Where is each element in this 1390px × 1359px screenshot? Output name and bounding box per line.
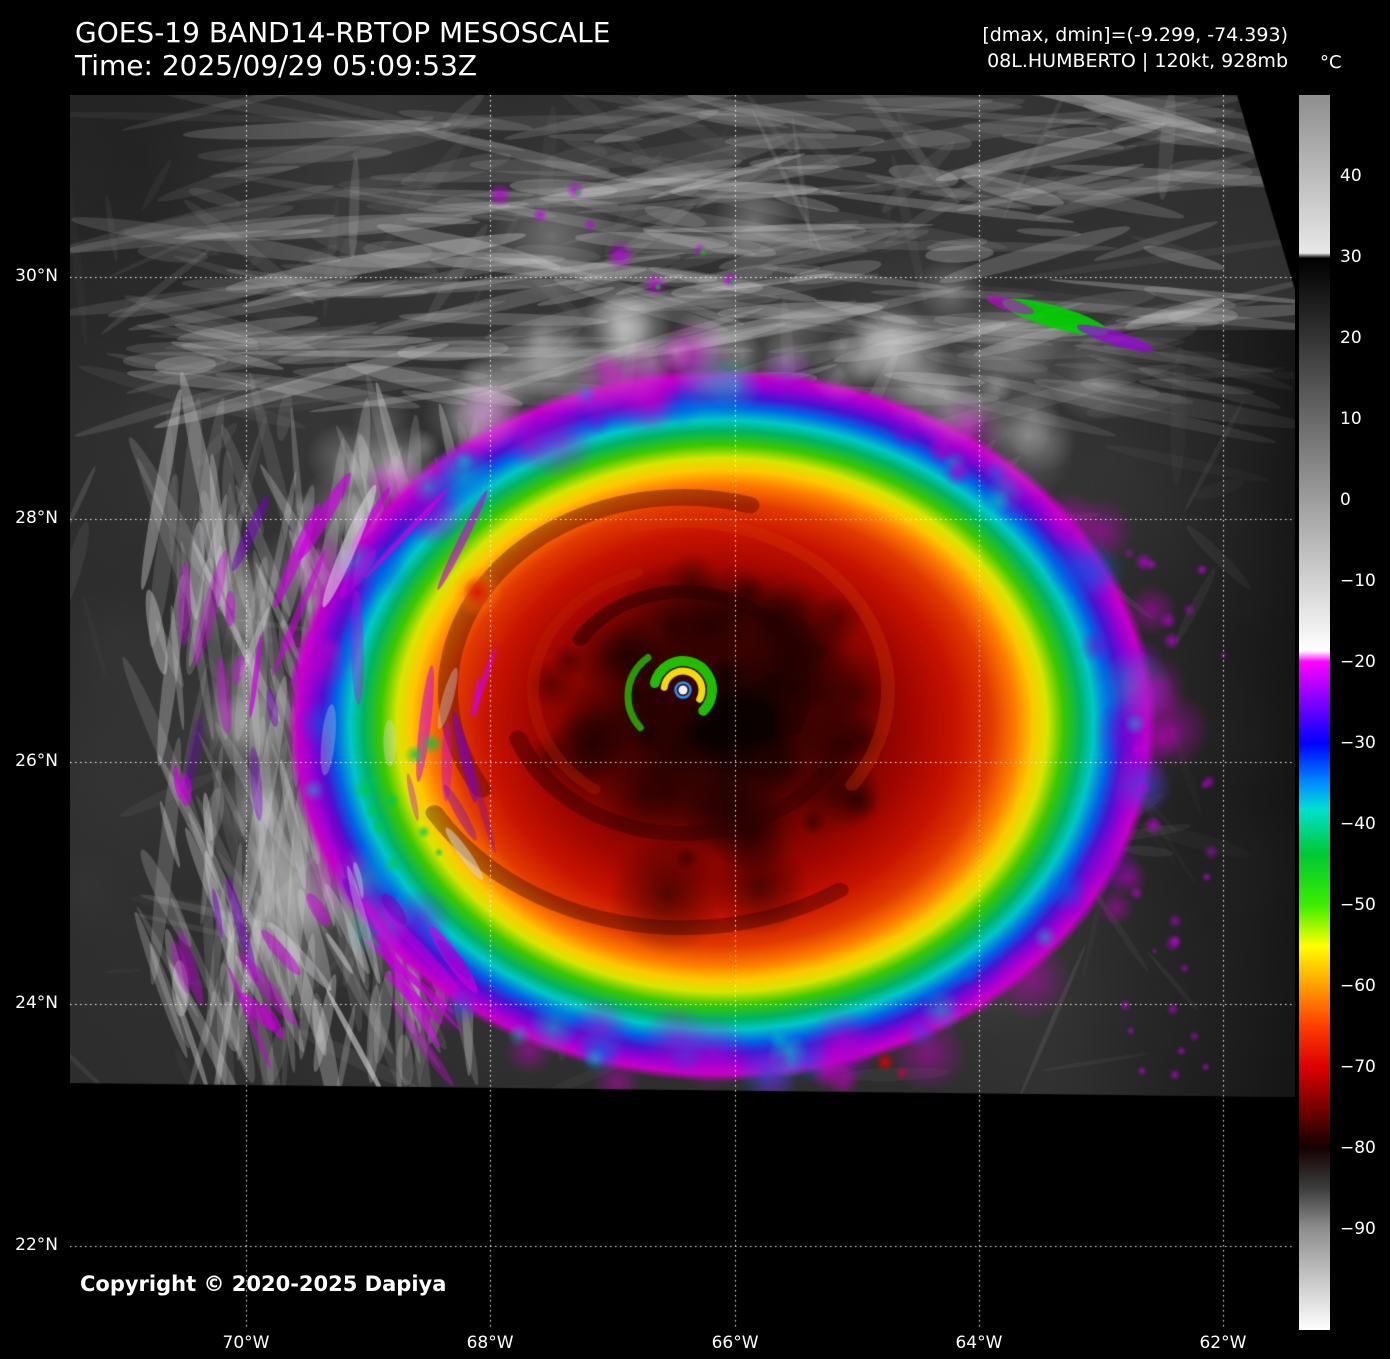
lon-tick-label: 64°W <box>955 1333 1003 1353</box>
storm-info: 08L.HUMBERTO | 120kt, 928mb <box>987 50 1288 72</box>
lat-tick-label: 24°N <box>15 992 58 1013</box>
lon-tick-label: 66°W <box>711 1333 759 1353</box>
lon-tick-label: 68°W <box>466 1333 514 1353</box>
colorbar-tick-label: −60 <box>1340 975 1376 996</box>
range-info: [dmax, dmin]=(-9.299, -74.393) <box>982 24 1288 46</box>
colorbar: 40 30 20 10 0 −10 −20 −30 −40 −50 −60 −70 −80 −90 <box>1299 95 1376 1330</box>
colorbar-ticks: 40 30 20 10 0 −10 −20 −30 −40 −50 −60 −70 −80 −90 <box>1340 95 1390 1330</box>
colorbar-tick-label: 20 <box>1340 327 1362 348</box>
lon-axis: 70°W 68°W 66°W 64°W 62°W <box>70 1333 1295 1357</box>
lat-tick-label: 30°N <box>15 266 58 287</box>
satellite-canvas <box>70 95 1295 1330</box>
colorbar-tick-label: 40 <box>1340 166 1362 187</box>
colorbar-unit-label: °C <box>1320 52 1342 73</box>
figure-timestamp: Time: 2025/09/29 05:09:53Z <box>75 49 478 82</box>
lat-tick-label: 28°N <box>15 507 58 528</box>
figure-title: GOES-19 BAND14-RBTOP MESOSCALE <box>75 16 611 49</box>
colorbar-gradient <box>1299 95 1330 1330</box>
colorbar-tick-label: 10 <box>1340 408 1362 429</box>
lat-axis: 30°N 28°N 26°N 24°N 22°N <box>0 95 64 1330</box>
lat-tick-label: 22°N <box>15 1235 58 1256</box>
colorbar-tick-label: 0 <box>1340 489 1351 510</box>
lat-tick-label: 26°N <box>15 751 58 772</box>
colorbar-tick-label: −70 <box>1340 1056 1376 1077</box>
colorbar-tick-label: −30 <box>1340 732 1376 753</box>
lon-tick-label: 62°W <box>1199 1333 1247 1353</box>
lon-tick-label: 70°W <box>222 1333 270 1353</box>
figure-info: [dmax, dmin]=(-9.299, -74.393) 08L.HUMBE… <box>982 22 1288 74</box>
colorbar-tick-label: −50 <box>1340 894 1376 915</box>
colorbar-tick-label: −40 <box>1340 813 1376 834</box>
copyright-text: Copyright © 2020-2025 Dapiya <box>80 1272 447 1296</box>
colorbar-tick-label: −10 <box>1340 570 1376 591</box>
colorbar-tick-label: −20 <box>1340 651 1376 672</box>
colorbar-tick-label: −80 <box>1340 1137 1376 1158</box>
colorbar-tick-label: −90 <box>1340 1218 1376 1239</box>
colorbar-tick-label: 30 <box>1340 246 1362 267</box>
